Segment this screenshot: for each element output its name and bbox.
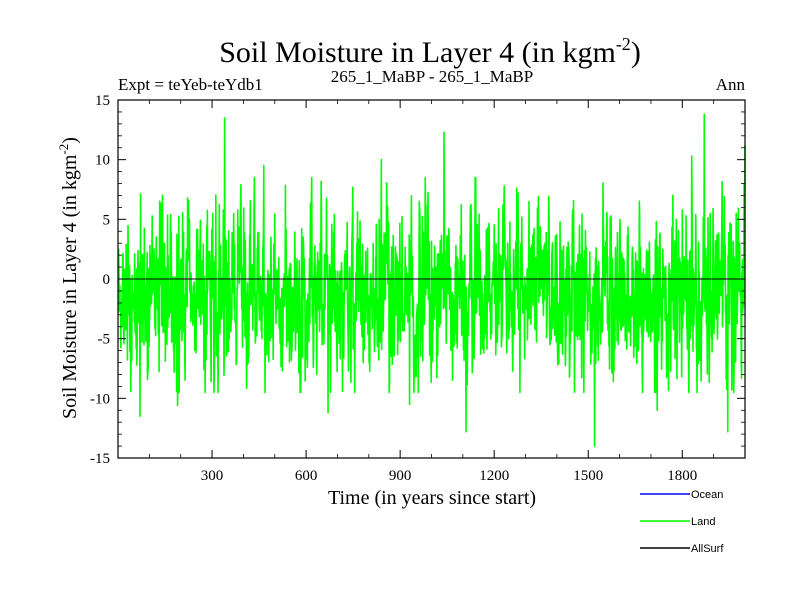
- y-tick-label-10: 10: [95, 153, 110, 169]
- legend-label-land: Land: [691, 516, 715, 528]
- series-line-land: [117, 113, 746, 447]
- y-tick-label--10: -10: [90, 391, 110, 407]
- legend: Ocean Land AllSurf: [640, 489, 724, 555]
- y-tick-label-0: 0: [103, 272, 111, 288]
- x-tick-label-600: 600: [295, 468, 318, 484]
- y-axis-label-main: Soil Moisture in Layer 4 (in kgm: [59, 154, 81, 419]
- y-tick-label--5: -5: [98, 332, 111, 348]
- chart-title-end: ): [631, 36, 641, 69]
- chart-title: Soil Moisture in Layer 4 (in kgm-2): [219, 34, 641, 69]
- y-axis-label-end: ): [59, 137, 81, 144]
- y-tick-label--15: -15: [90, 451, 110, 467]
- y-tick-label-5: 5: [103, 212, 111, 228]
- legend-label-ocean: Ocean: [691, 489, 723, 501]
- x-tick-label-1200: 1200: [479, 468, 509, 484]
- y-axis-label-sup: -2: [56, 144, 71, 155]
- subtitle-season: Ann: [716, 75, 746, 94]
- x-tick-label-900: 900: [389, 468, 412, 484]
- x-tick-label-1500: 1500: [573, 468, 603, 484]
- y-tick-label-15: 15: [95, 93, 110, 109]
- x-tick-label-1800: 1800: [667, 468, 697, 484]
- x-tick-label-300: 300: [201, 468, 224, 484]
- chart-title-main: Soil Moisture in Layer 4 (in kgm: [219, 36, 616, 69]
- subtitle-periods: 265_1_MaBP - 265_1_MaBP: [331, 67, 533, 86]
- plot-area: -15 -10 -5 0 5 10 15 300 600 900 1200 1500 1800: [90, 93, 746, 484]
- subtitle-experiment: Expt = teYeb-teYdb1: [118, 75, 263, 94]
- legend-label-allsurf: AllSurf: [691, 543, 724, 555]
- chart-title-sup: -2: [616, 34, 631, 54]
- x-axis-label: Time (in years since start): [328, 487, 536, 509]
- y-axis-label: Soil Moisture in Layer 4 (in kgm-2): [56, 137, 81, 419]
